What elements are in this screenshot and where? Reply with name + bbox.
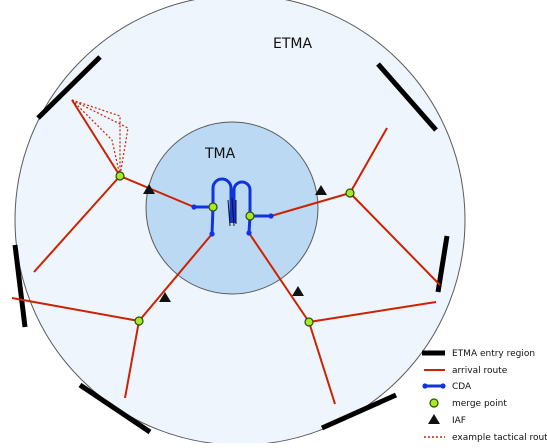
arrival-routes: [11, 99, 441, 405]
merge-point-nw: [115, 171, 125, 181]
legend-merge-swatch: [429, 398, 439, 408]
etma-entry-regions: [12, 55, 450, 435]
tactical-route-2: [71, 99, 129, 177]
legend-tactical-label: example tactical routes: [452, 433, 547, 443]
merge-point-se: [304, 317, 314, 327]
tactical-route-1: [71, 99, 121, 176]
etma-label: ETMA: [273, 36, 312, 52]
iaf-triangle-se: [292, 286, 304, 296]
merge-point-sw: [134, 316, 144, 326]
tactical-routes: [71, 99, 129, 177]
iaf-triangle-sw: [159, 292, 171, 302]
legend-merge-label: merge point: [452, 399, 507, 409]
merge-points: [115, 171, 355, 327]
legend-iaf-swatch: [428, 414, 440, 424]
arrival-route-se-branch-a: [308, 301, 437, 323]
iaf-markers: [143, 184, 327, 302]
cda-loop-east: [232, 180, 252, 223]
entry-region-se: [320, 392, 398, 431]
arrival-route-nw-trunk: [119, 175, 195, 208]
arrival-route-sw-branch-b: [124, 320, 140, 399]
merge-point-ne: [345, 188, 355, 198]
tma-label: TMA: [204, 146, 236, 162]
merge-point-tma-east: [245, 211, 255, 221]
entry-region-w: [12, 244, 28, 328]
runway-mark-2: [231, 197, 235, 227]
legend-iaf-label: IAF: [452, 416, 466, 426]
tactical-route-3: [71, 99, 121, 177]
iaf-triangle-nw: [143, 184, 155, 194]
arrival-route-nw-branch-a: [71, 99, 121, 177]
cda-node: [268, 213, 274, 219]
legend-cda-label: CDA: [452, 382, 472, 392]
legend: ETMA entry region arrival route CDA merg…: [422, 349, 547, 443]
cda-node: [246, 230, 252, 236]
arrival-route-sw-trunk: [138, 233, 213, 322]
iaf-triangle-ne: [315, 185, 327, 195]
cda-node: [209, 231, 215, 237]
entry-region-e: [435, 235, 450, 293]
arrival-route-nw-branch-b: [33, 175, 121, 273]
arrival-route-ne-branch-b: [349, 192, 441, 286]
arrival-route-ne-trunk: [270, 192, 351, 217]
merge-point-tma-west: [208, 202, 218, 212]
cda-node: [191, 204, 197, 210]
arrival-route-sw-branch-a: [11, 297, 140, 322]
runway-mark-1: [227, 199, 231, 227]
legend-entry-label: ETMA entry region: [452, 349, 535, 359]
legend-cda-node: [440, 383, 446, 389]
legend-cda-node: [422, 383, 428, 389]
legend-arrival-label: arrival route: [452, 366, 508, 376]
entry-region-ne: [376, 62, 438, 132]
entry-region-sw: [78, 382, 152, 435]
arrival-route-ne-branch-a: [349, 127, 388, 194]
arrival-route-se-branch-b: [308, 321, 336, 405]
entry-region-nw: [36, 55, 102, 120]
arrival-route-se-trunk: [248, 232, 310, 323]
cda-loop-west: [211, 177, 233, 223]
